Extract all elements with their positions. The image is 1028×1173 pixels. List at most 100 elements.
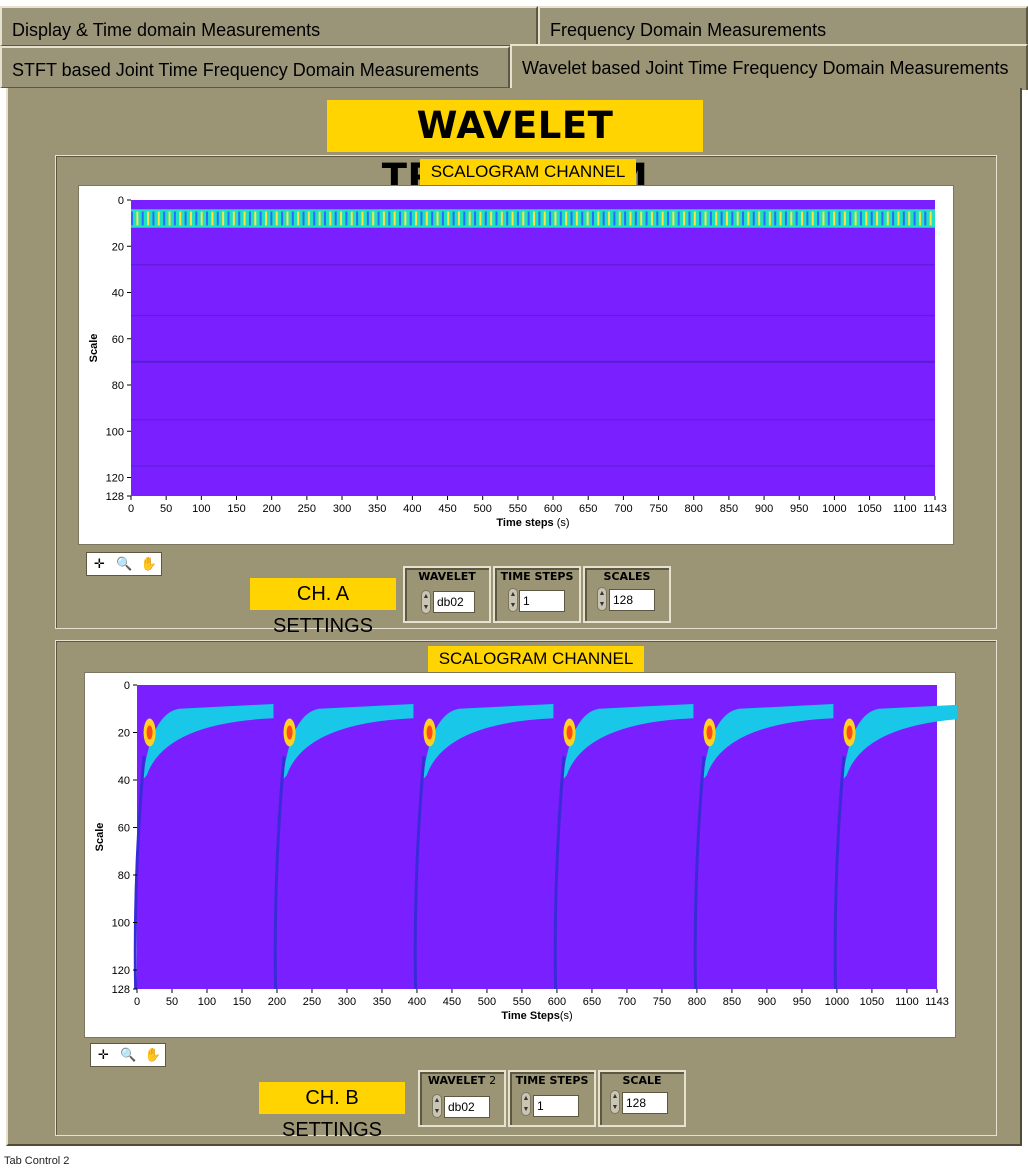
ch-b-scale-control: SCALE ▲ ▼ 128 (598, 1070, 686, 1127)
x-tick-label: 1050 (860, 996, 884, 1008)
scalogram-band-stripe (275, 211, 278, 226)
tab-stft-jtf[interactable]: STFT based Joint Time Frequency Domain M… (0, 46, 510, 88)
scalogram-band-stripe (216, 211, 219, 226)
scalogram-band-stripe (902, 211, 905, 226)
scalogram-band-stripe (801, 211, 803, 226)
scalogram-band-stripe (795, 211, 798, 226)
scalogram-a-plot[interactable]: 0 20 40 60 80 100 120 128 0 50 100 150 200 250 300 350 4… (79, 186, 955, 546)
scalogram-band-stripe (307, 211, 310, 226)
ch-a-wavelet-value[interactable]: db02 (433, 591, 475, 613)
scalogram-peak-core (426, 725, 433, 740)
tab-display-time-domain[interactable]: Display & Time domain Measurements (0, 6, 538, 46)
scalogram-peak-core (706, 725, 713, 740)
scalogram-band-stripe (259, 211, 262, 226)
ch-a-scales-spinner[interactable]: ▲ ▼ (597, 587, 607, 611)
x-tick-label: 0 (134, 996, 140, 1008)
scalogram-band-stripe (441, 211, 444, 226)
scalogram-band-stripe (404, 211, 407, 226)
scalogram-band-stripe (817, 211, 820, 226)
scalogram-band-stripe (634, 211, 637, 226)
scalogram-band-stripe (559, 211, 562, 226)
scalogram-band-stripe (688, 211, 691, 226)
scalogram-band-stripe (152, 211, 155, 226)
ch-b-time-steps-value[interactable]: 1 (533, 1095, 579, 1117)
ch-a-scales-value[interactable]: 128 (609, 589, 655, 611)
y-tick-label: 0 (124, 680, 130, 692)
ch-a-time-steps-control: TIME STEPS ▲ ▼ 1 (493, 566, 581, 623)
scalogram-band-stripe (774, 211, 777, 226)
ch-b-scale-label: SCALE (622, 1074, 662, 1087)
x-tick-label: 900 (755, 503, 773, 515)
scalogram-band-stripe (677, 211, 680, 226)
y-tick-label: 80 (118, 870, 130, 882)
y-tick-label: 0 (118, 195, 124, 207)
scalogram-peak-core (846, 725, 853, 740)
scalogram-band-stripe (672, 211, 675, 226)
scalogram-band-stripe (399, 211, 401, 226)
scalogram-band-stripe (581, 211, 584, 226)
y-tick-label: 20 (118, 728, 130, 740)
pan-hand-icon[interactable]: ✋ (144, 1047, 161, 1062)
scalogram-band-stripe (366, 211, 369, 226)
scalogram-band-stripe (608, 211, 611, 226)
x-tick-label: 350 (373, 996, 391, 1008)
scalogram-band-stripe (758, 211, 761, 226)
ch-b-scale-spinner[interactable]: ▲ ▼ (610, 1090, 620, 1114)
x-axis-label: Time Steps(s) (501, 1010, 572, 1022)
ch-b-time-steps-spinner[interactable]: ▲ ▼ (521, 1092, 531, 1116)
ch-b-wavelet-spinner[interactable]: ▲ ▼ (432, 1094, 442, 1118)
x-tick-label: 250 (298, 503, 316, 515)
y-tick-label: 120 (106, 473, 124, 485)
x-tick-label: 400 (408, 996, 426, 1008)
pan-hand-icon[interactable]: ✋ (140, 556, 157, 571)
x-tick-label: 250 (303, 996, 321, 1008)
scalogram-burst (842, 704, 957, 780)
scalogram-band-stripe (913, 211, 916, 226)
zoom-tool-icon[interactable]: 🔍 (115, 556, 133, 571)
scalogram-band-stripe (382, 211, 385, 226)
x-tick-label: 750 (649, 503, 667, 515)
tab-wavelet-jtf[interactable]: Wavelet based Joint Time Frequency Domai… (510, 44, 1028, 90)
cursor-tool-icon[interactable]: ✛ (97, 1047, 109, 1062)
tab-label: STFT based Joint Time Frequency Domain M… (12, 60, 479, 80)
y-tick-label: 128 (106, 491, 124, 503)
scalogram-band-stripe (527, 211, 530, 226)
ch-a-time-steps-spinner[interactable]: ▲ ▼ (508, 588, 518, 612)
ch-b-wavelet-label: WAVELET (427, 1074, 486, 1087)
y-tick-label: 20 (112, 241, 124, 253)
scalogram-band-stripe (334, 211, 337, 226)
ch-a-scales-label: SCALES (603, 570, 651, 583)
ch-b-wavelet-label-suffix: 2 (489, 1074, 497, 1087)
scalogram-band-stripe (667, 211, 669, 226)
scalogram-tail (413, 756, 426, 990)
scalogram-band-stripe (865, 211, 868, 226)
zoom-tool-icon[interactable]: 🔍 (119, 1047, 137, 1062)
ch-b-wavelet-value[interactable]: db02 (444, 1096, 490, 1118)
scalogram-band-stripe (302, 211, 305, 226)
x-tick-label: 900 (758, 996, 776, 1008)
tab-label: Frequency Domain Measurements (550, 20, 827, 40)
scalogram-band-stripe (468, 211, 471, 226)
scalogram-band-stripe (157, 211, 160, 226)
ch-b-scale-value[interactable]: 128 (622, 1092, 668, 1114)
scalogram-band-stripe (870, 211, 873, 226)
ch-a-wavelet-spinner[interactable]: ▲ ▼ (421, 590, 431, 614)
scalogram-band-stripe (238, 211, 241, 226)
scalogram-band-stripe (356, 211, 359, 226)
scalogram-band-stripe (645, 211, 648, 226)
scalogram-band-stripe (243, 211, 246, 226)
scalogram-band-stripe (742, 211, 745, 226)
scalogram-band-stripe (254, 211, 257, 226)
ch-a-wavelet-label: WAVELET (418, 570, 476, 583)
x-tick-label: 1050 (857, 503, 881, 515)
scalogram-band-stripe (811, 211, 814, 226)
scalogram-band-stripe (136, 211, 139, 226)
x-tick-label: 600 (548, 996, 566, 1008)
scalogram-b-plot[interactable]: 0 20 40 60 80 100 120 128 0 50 100 150 200 250 300 350 4… (85, 673, 957, 1039)
x-axis-label: Time steps (s) (496, 517, 569, 529)
ch-a-time-steps-value[interactable]: 1 (519, 590, 565, 612)
scalogram-band-stripe (790, 211, 793, 226)
scalogram-peak-core (146, 725, 153, 740)
cursor-tool-icon[interactable]: ✛ (93, 556, 105, 571)
tab-frequency-domain[interactable]: Frequency Domain Measurements (538, 6, 1028, 46)
